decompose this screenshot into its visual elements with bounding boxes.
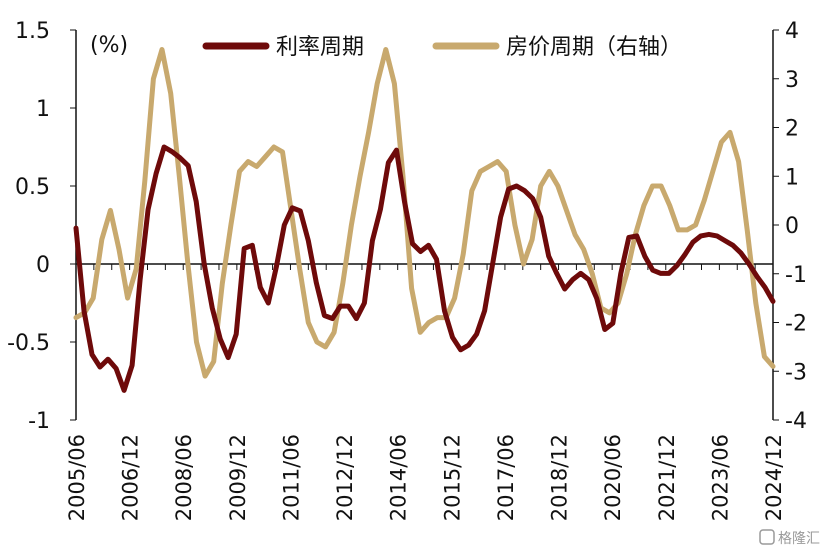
x-tick-label: 2008/06 — [172, 434, 196, 521]
x-tick-labels: 2005/06 2006/12 2008/06 2009/12 2011/06 2012/… — [65, 434, 786, 521]
left-y-tick-label: 1 — [36, 97, 50, 122]
right-y-tick-label: 2 — [785, 117, 799, 142]
left-y-tick-label: 0.5 — [15, 175, 50, 200]
x-tick-label: 2012/12 — [333, 434, 357, 521]
x-tick-label: 2006/12 — [119, 434, 143, 521]
x-tick-label: 2014/06 — [387, 434, 411, 521]
left-y-tick-label: -0.5 — [7, 331, 50, 356]
series-group — [73, 47, 776, 393]
left-y-tick-label: 0 — [36, 253, 50, 278]
series-line-rate-cycle — [73, 144, 776, 393]
series-line-house-price-cycle — [73, 47, 776, 379]
x-tick-label: 2011/06 — [279, 434, 303, 521]
right-y-tick-label: 1 — [785, 165, 799, 190]
x-tick-label: 2015/12 — [440, 434, 464, 521]
left-y-tick-label: -1 — [28, 409, 50, 434]
left-unit-label: (%) — [90, 33, 128, 58]
x-tick-label: 2020/06 — [601, 434, 625, 521]
watermark-text: 格隆汇 — [778, 531, 820, 547]
x-tick-label: 2005/06 — [65, 434, 89, 521]
x-axis-ticks — [75, 264, 774, 270]
legend: 利率周期 房价周期（右轴） — [202, 35, 682, 60]
right-y-tick-label: -3 — [785, 360, 807, 385]
legend-label-house: 房价周期（右轴） — [506, 35, 682, 60]
x-tick-label: 2023/06 — [708, 434, 732, 521]
right-y-tick-label: 4 — [785, 19, 799, 44]
left-y-tick-label: 1.5 — [15, 19, 50, 44]
x-tick-label: 2024/12 — [762, 434, 786, 521]
right-y-tick-label: -4 — [785, 409, 807, 434]
x-tick-label: 2009/12 — [226, 434, 250, 521]
right-y-tick-labels: 4 3 2 1 0 -1 -2 -3 -4 — [773, 19, 807, 434]
right-y-tick-label: -1 — [785, 263, 807, 288]
right-y-tick-label: 3 — [785, 68, 799, 93]
x-tick-label: 2018/12 — [548, 434, 572, 521]
legend-label-rate: 利率周期 — [276, 35, 364, 60]
watermark-logo-icon — [759, 529, 775, 545]
left-y-tick-labels: 1.5 1 0.5 0 -0.5 -1 — [7, 19, 76, 434]
x-tick-label: 2021/12 — [655, 434, 679, 521]
right-y-tick-label: 0 — [785, 214, 799, 239]
x-tick-label: 2017/06 — [494, 434, 518, 521]
right-y-tick-label: -2 — [785, 312, 807, 337]
watermark: 格隆汇 — [759, 529, 820, 547]
